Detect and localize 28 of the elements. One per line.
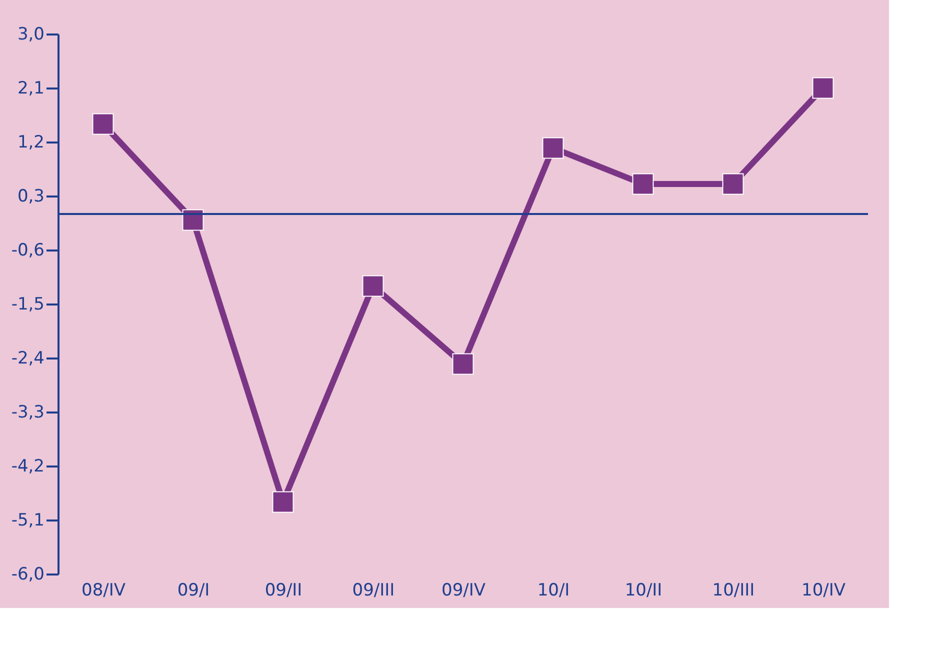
point: [632, 173, 654, 195]
x-tick-label: 09/II: [264, 580, 302, 600]
point: [92, 113, 114, 135]
point: [272, 491, 294, 513]
x-tick-label: 10/II: [624, 580, 662, 600]
x-tick-label: 09/IV: [441, 580, 486, 600]
x-tick-label: 08/IV: [81, 580, 126, 600]
y-tick-label: -2,4: [11, 348, 44, 368]
x-tick-label: 10/IV: [801, 580, 846, 600]
x-tick-label: 10/I: [537, 580, 570, 600]
y-tick-label: -1,5: [11, 294, 44, 314]
y-tick-label: 0,3: [17, 186, 44, 206]
point: [722, 173, 744, 195]
y-tick-label: -4,2: [11, 456, 44, 476]
y-tick-label: -3,3: [11, 402, 44, 422]
x-tick-label: 09/III: [352, 580, 395, 600]
y-tick-label: 2,1: [17, 78, 44, 98]
y-tick-label: 3,0: [17, 24, 44, 44]
y-tick-label: 1,2: [17, 132, 44, 152]
point: [362, 275, 384, 297]
x-tick-label: 10/III: [712, 580, 755, 600]
y-tick-label: -5,1: [11, 510, 44, 530]
y-tick-label: -0,6: [11, 240, 44, 260]
point: [452, 353, 474, 375]
x-tick-label: 09/I: [177, 580, 210, 600]
point: [542, 137, 564, 159]
y-tick-label: -6,0: [11, 564, 44, 584]
point: [812, 77, 834, 99]
